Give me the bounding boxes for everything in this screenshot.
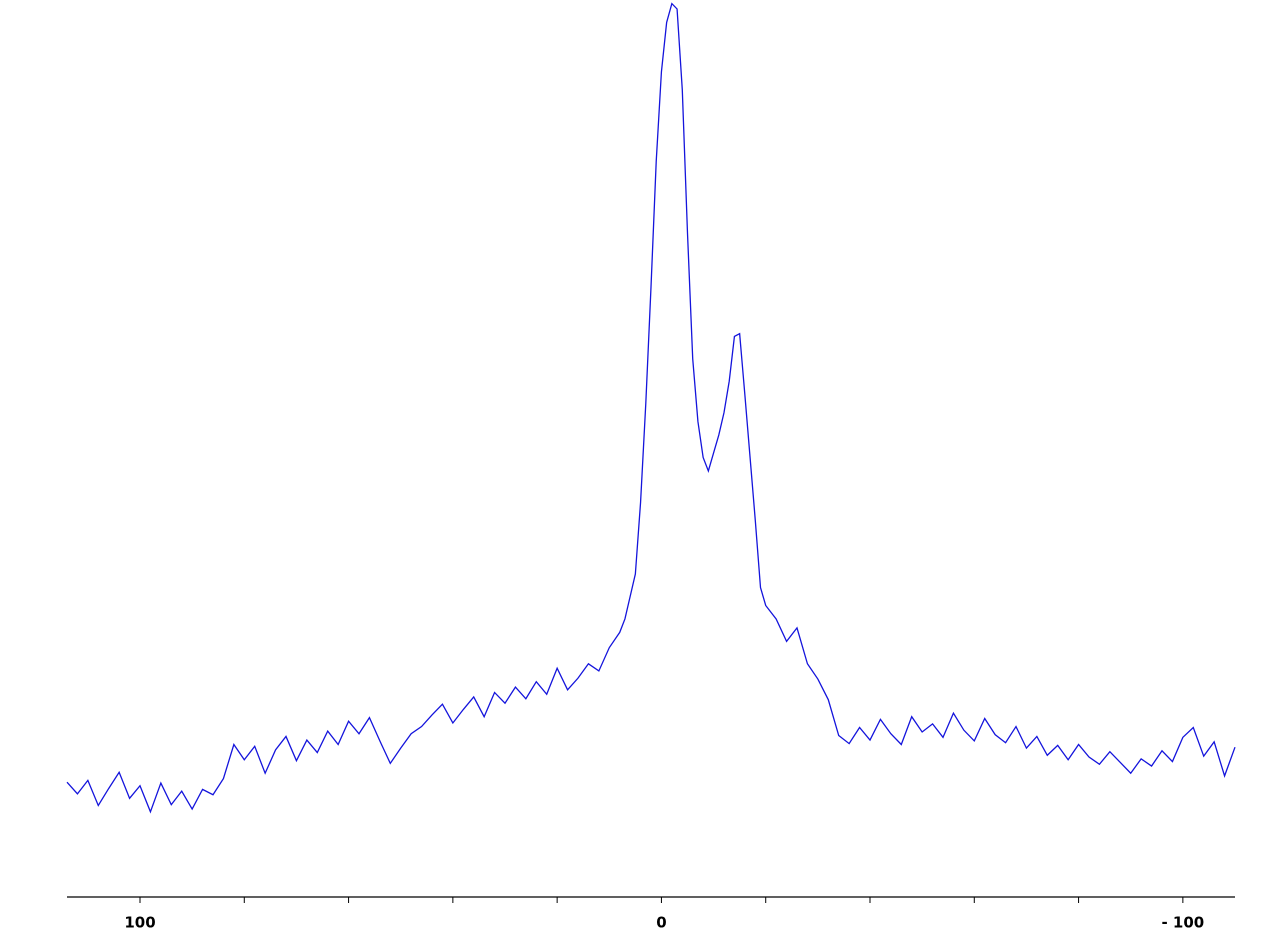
x-tick-label: 0	[656, 914, 666, 932]
x-tick-label: - 100	[1161, 914, 1204, 932]
spectrum-line	[66, 2, 1236, 814]
x-tick-label: 100	[124, 914, 155, 932]
